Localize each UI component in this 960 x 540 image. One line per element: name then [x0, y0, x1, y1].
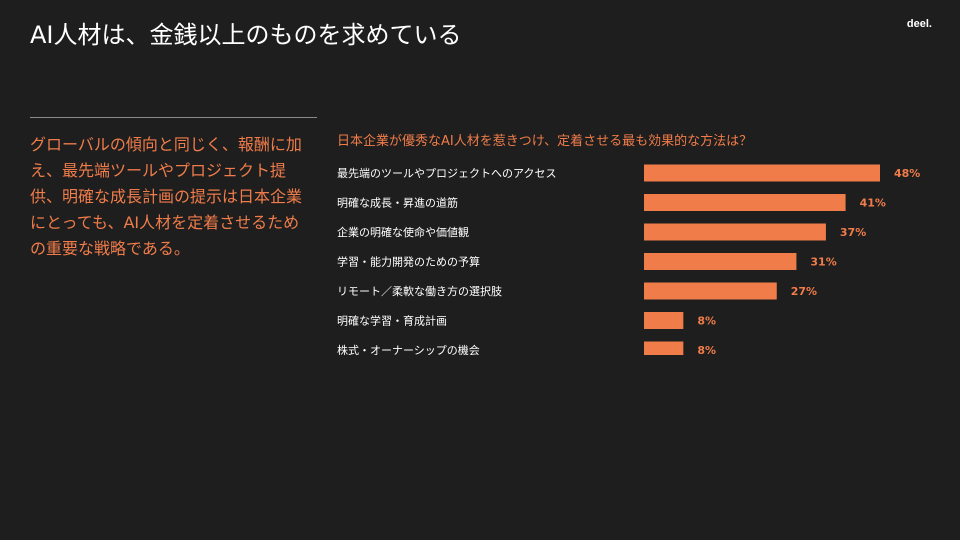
slide-title: AI人材は、金銭以上のものを求めている	[30, 21, 462, 49]
chart-title: 日本企業が優秀なAI人材を惹きつけ、定着させる最も効果的な方法は？	[337, 134, 753, 149]
value-label: 8%	[697, 315, 716, 328]
bar	[644, 282, 777, 300]
value-label: 41%	[860, 197, 886, 210]
bar	[644, 164, 880, 182]
value-label: 27%	[791, 285, 817, 298]
value-label: 31%	[810, 256, 836, 269]
summary-text: グローバルの傾向と同じく、報酬に加え、最先端ツールやプロジェクト提供、明確な成長…	[30, 135, 303, 258]
category-label: 企業の明確な使命や価値観	[337, 225, 469, 239]
value-label: 37%	[840, 226, 866, 239]
bar	[644, 253, 797, 270]
bar	[644, 223, 826, 241]
category-label: リモート／柔軟な働き方の選択肢	[337, 284, 502, 298]
bar	[644, 194, 846, 211]
divider	[30, 117, 317, 118]
value-label: 48%	[894, 167, 920, 180]
category-label: 最先端のツールやプロジェクトへのアクセス	[337, 167, 556, 180]
category-label: 株式・オーナーシップの機会	[337, 343, 480, 355]
bar	[644, 341, 684, 355]
category-label: 学習・能力開発のための予算	[337, 255, 480, 269]
category-label: 明確な学習・育成計画	[337, 314, 447, 328]
category-label: 明確な成長・昇進の道筋	[337, 196, 458, 210]
bar-chart: 最先端のツールやプロジェクトへのアクセス 48% 明確な成長・昇進の道筋 41% 企業の…	[337, 164, 920, 355]
bar	[644, 312, 684, 329]
value-label: 8%	[697, 344, 716, 355]
deel-logo: deel.	[906, 18, 932, 30]
